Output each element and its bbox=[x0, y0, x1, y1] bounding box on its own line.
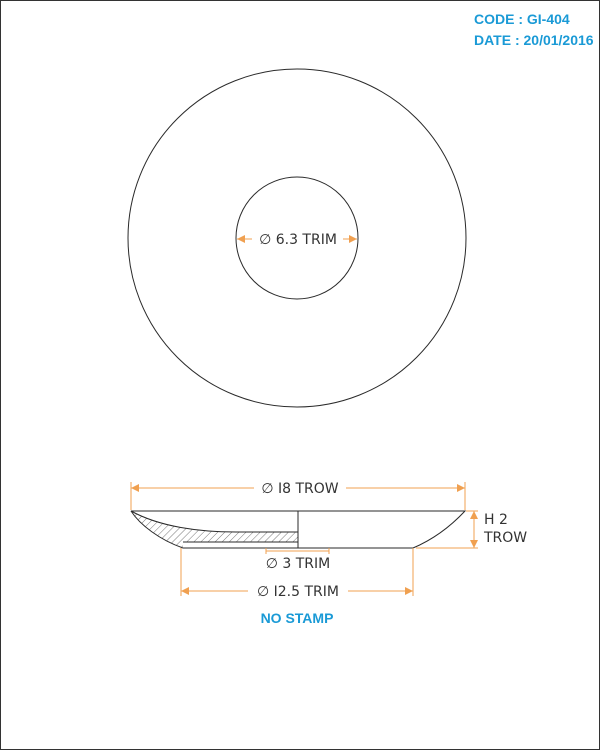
outer-diameter-arrow-right bbox=[457, 484, 465, 492]
section-outline bbox=[130, 510, 299, 533]
date-label: DATE : 20/01/2016 bbox=[474, 32, 594, 48]
outer-diameter-arrow-left bbox=[131, 484, 139, 492]
inner-diameter-arrow-right bbox=[349, 235, 357, 243]
height-arrow-bottom bbox=[470, 540, 478, 548]
hole-diameter-label: ∅ 3 TRIM bbox=[266, 556, 331, 572]
height-arrow-top bbox=[470, 511, 478, 519]
top-view: ∅ 6.3 TRIM bbox=[127, 68, 467, 408]
section-lower-outline bbox=[130, 510, 298, 549]
outer-diameter-label: ∅ I8 TROW bbox=[261, 481, 338, 497]
base-diameter-arrow-left bbox=[181, 587, 189, 595]
section-hatch bbox=[131, 511, 298, 548]
height-label-line2: TROW bbox=[483, 530, 527, 546]
base-diameter-label: ∅ I2.5 TRIM bbox=[257, 584, 339, 600]
no-stamp-note: NO STAMP bbox=[261, 610, 334, 626]
inner-circle bbox=[235, 176, 359, 300]
exterior-outline bbox=[298, 510, 467, 549]
base-diameter-arrow-right bbox=[405, 587, 413, 595]
outer-circle bbox=[127, 68, 467, 408]
inner-diameter-arrow-left bbox=[237, 235, 245, 243]
height-label-line1: H 2 bbox=[484, 512, 508, 528]
code-label: CODE : GI-404 bbox=[474, 11, 570, 27]
side-view: ∅ I8 TROW H 2 TROW ∅ 3 TRIM ∅ I2.5 TRIM bbox=[130, 481, 527, 600]
inner-diameter-label: ∅ 6.3 TRIM bbox=[259, 232, 337, 248]
